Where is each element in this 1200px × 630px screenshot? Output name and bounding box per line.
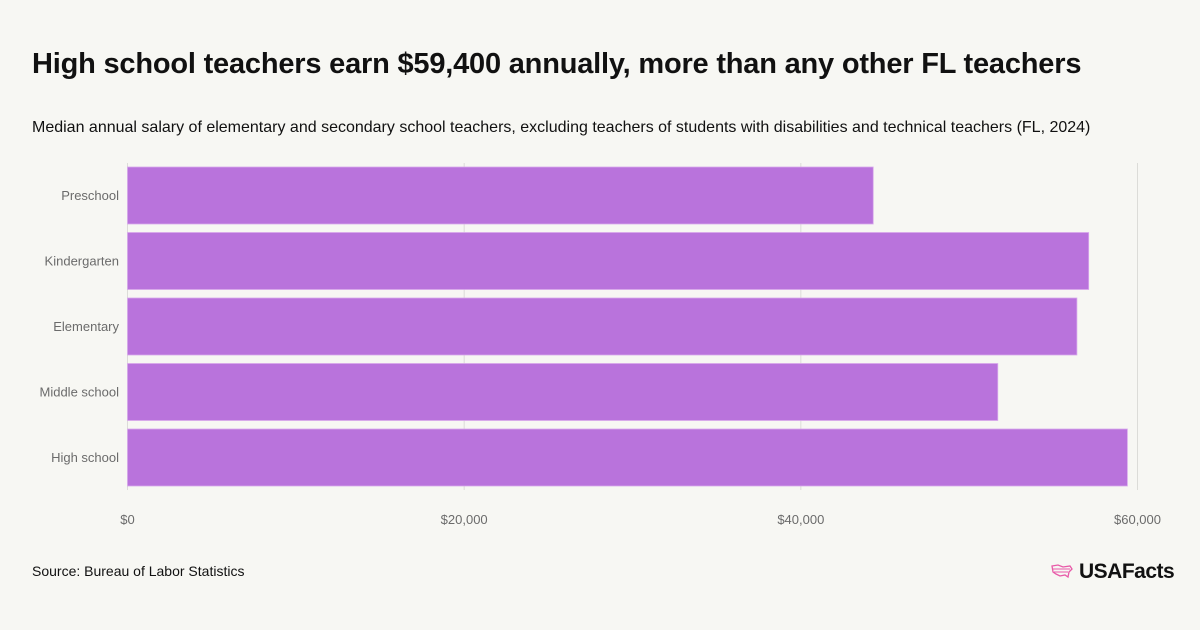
category-label: Middle school	[40, 385, 120, 400]
bar-preschool	[127, 166, 874, 225]
logo-text: USAFacts	[1079, 560, 1175, 583]
category-label: High school	[51, 450, 119, 465]
chart-title: High school teachers earn $59,400 annual…	[32, 48, 1082, 80]
x-tick-label: $40,000	[777, 512, 824, 527]
x-tick-label: $20,000	[441, 512, 488, 527]
bar-middle-school	[127, 363, 999, 421]
usafacts-logo: USAFacts	[1050, 560, 1175, 584]
source-note: Source: Bureau of Labor Statistics	[32, 563, 245, 579]
category-label: Kindergarten	[45, 254, 119, 269]
category-label: Elementary	[53, 319, 119, 334]
chart-subtitle: Median annual salary of elementary and s…	[32, 119, 1091, 136]
bar-elementary	[127, 297, 1078, 356]
category-label: Preschool	[61, 188, 119, 203]
bar-kindergarten	[127, 232, 1090, 290]
bar-high-school	[127, 428, 1128, 487]
x-tick-label: $60,000	[1114, 512, 1161, 527]
x-tick-label: $0	[120, 512, 134, 527]
us-map-icon	[1051, 564, 1073, 579]
